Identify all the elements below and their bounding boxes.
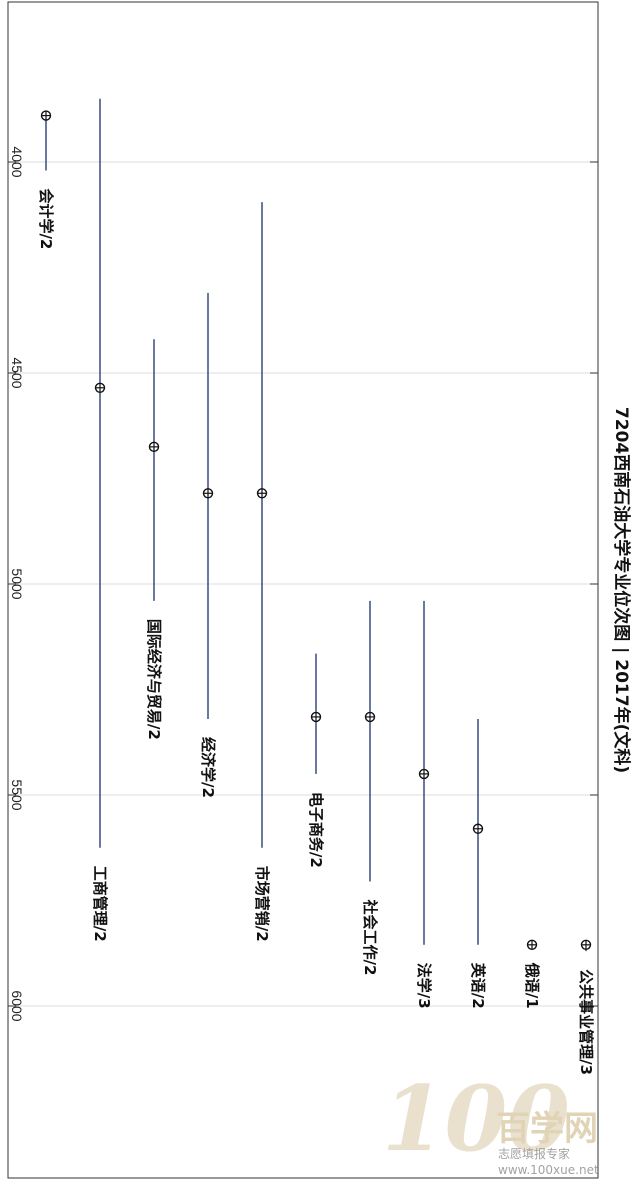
axes: 4000 4500 5000 5500 6000 [7,1,599,1179]
watermark-tagline: 志愿填报专家 [498,1146,570,1161]
plot-frame [7,1,599,1179]
watermark-number: 100 [382,1066,570,1172]
category-label: 电子商务/2 [307,792,325,868]
category-label: 英语/2 [469,963,487,1009]
category-label: 公共事业管理/3 [577,969,595,1075]
category-label: 社会工作/2 [361,899,379,976]
tick-label: 4500 [9,357,25,388]
category-labels: 会计学/2 工商管理/2 国际经济与贸易/2 经济学/2 市场营销/2 电子商务/2 社会工… [37,188,595,1075]
series-group [40,98,592,952]
category-label: 国际经济与贸易/2 [145,619,163,740]
chart-title: 7204西南石油大学专业位次图 | 2017年(文科) [611,407,632,773]
category-label: 法学/3 [415,963,433,1009]
category-label: 市场营销/2 [253,866,271,942]
chart-title-group: 7204西南石油大学专业位次图 | 2017年(文科) [611,407,632,773]
category-label: 经济学/2 [199,737,217,798]
category-label: 会计学/2 [37,188,55,249]
tick-label: 5000 [9,568,25,599]
tick-label: 4000 [9,146,25,177]
watermark-brand: 百学网 [496,1109,598,1149]
tick-label: 6000 [9,990,25,1021]
category-label: 工商管理/2 [91,866,109,942]
tick-label: 5500 [9,779,25,810]
category-label: 俄语/1 [523,962,541,1009]
grid [8,161,598,1007]
watermark-url: www.100xue.net [498,1163,599,1177]
